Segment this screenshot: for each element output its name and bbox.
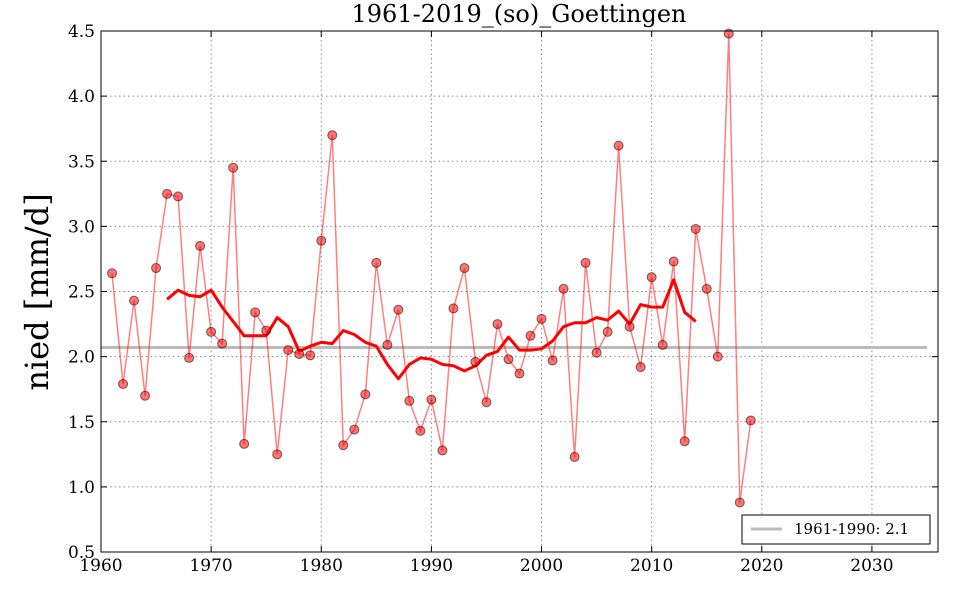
annual-point (481, 397, 492, 408)
moving-average-line (166, 278, 697, 381)
grid-layer (101, 31, 938, 552)
annual-point (613, 140, 624, 151)
annual-point (261, 325, 272, 336)
annual-point (470, 356, 481, 367)
series-layer (107, 28, 756, 508)
annual-point (239, 438, 250, 449)
annual-point (316, 235, 327, 246)
annual-point (679, 436, 690, 447)
annual-point (712, 351, 723, 362)
y-tick-label: 2.0 (68, 348, 95, 368)
annual-point (250, 307, 261, 318)
annual-point (140, 390, 151, 401)
y-tick-label: 1.5 (68, 413, 95, 433)
annual-point (668, 256, 679, 267)
annual-point (558, 283, 569, 294)
annual-point (404, 395, 415, 406)
annual-point (448, 303, 459, 314)
annual-point (657, 339, 668, 350)
annual-point (723, 28, 734, 39)
annual-point (624, 321, 635, 332)
annual-point (217, 338, 228, 349)
annual-point (591, 347, 602, 358)
annual-point (415, 425, 426, 436)
annual-point (646, 272, 657, 283)
annual-point (283, 345, 294, 356)
annual-point (206, 326, 217, 337)
legend-label: 1961-1990: 2.1 (794, 520, 909, 538)
annual-point (371, 257, 382, 268)
annual-point (338, 440, 349, 451)
y-tick-label: 0.5 (68, 543, 95, 563)
legend: 1961-1990: 2.1 (741, 514, 931, 545)
annual-point (118, 378, 129, 389)
annual-point (360, 389, 371, 400)
x-tick-label: 2030 (850, 556, 893, 576)
x-tick-label: 1980 (300, 556, 343, 576)
annual-point (129, 295, 140, 306)
annual-point (184, 352, 195, 363)
x-tick-label: 1990 (410, 556, 453, 576)
annual-point (426, 394, 437, 405)
annual-point (195, 240, 206, 251)
x-tick-label: 2010 (630, 556, 673, 576)
annual-point (525, 330, 536, 341)
annual-point (602, 326, 613, 337)
annual-point (272, 449, 283, 460)
annual-point (734, 497, 745, 508)
y-tick-label: 3.0 (68, 217, 95, 237)
annual-point (228, 162, 239, 173)
y-tick-label: 2.5 (68, 283, 95, 303)
annual-point (635, 362, 646, 373)
annual-point (536, 313, 547, 324)
annual-point (459, 263, 470, 274)
annual-point (393, 304, 404, 315)
annual-point (701, 283, 712, 294)
annual-point (151, 263, 162, 274)
y-tick-label: 4.5 (68, 22, 95, 42)
y-tick-label: 3.5 (68, 152, 95, 172)
x-tick-label: 1960 (79, 556, 122, 576)
annual-point (349, 424, 360, 435)
annual-point (162, 188, 173, 199)
y-tick-label: 4.0 (68, 87, 95, 107)
annual-point (569, 451, 580, 462)
annual-point (580, 257, 591, 268)
y-tick-label: 1.0 (68, 478, 95, 498)
x-tick-label: 2000 (520, 556, 563, 576)
plot-frame (100, 30, 939, 553)
annual-point (107, 268, 118, 279)
annual-point (547, 355, 558, 366)
annual-point (305, 350, 316, 361)
y-axis-label: nied [mm/d] (18, 193, 56, 390)
annual-point (690, 223, 701, 234)
annual-point (437, 445, 448, 456)
annual-point (173, 191, 184, 202)
annual-point (503, 354, 514, 365)
annual-point (514, 368, 525, 379)
x-tick-label: 1970 (189, 556, 232, 576)
annual-point (492, 319, 503, 330)
annual-point (745, 415, 756, 426)
annual-point (327, 130, 338, 141)
chart-title: 1961-2019_(so)_Goettingen (351, 0, 686, 28)
ticks-layer: 1960 1970 1980 1990 2000 2010 2020 2030 0.5 1.0 1.… (68, 22, 938, 576)
annual-point (294, 349, 305, 360)
annual-point (382, 339, 393, 350)
x-tick-label: 2020 (740, 556, 783, 576)
